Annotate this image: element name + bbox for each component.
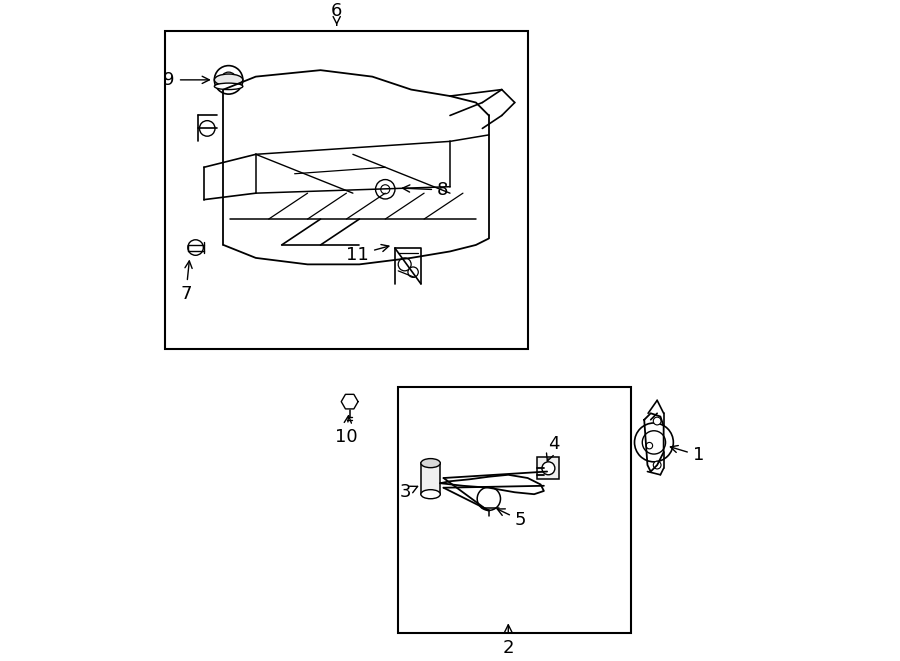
Text: 5: 5 <box>498 509 526 529</box>
Ellipse shape <box>421 459 440 468</box>
Circle shape <box>220 72 237 88</box>
Text: 7: 7 <box>180 261 192 303</box>
Circle shape <box>646 442 652 449</box>
Text: 6: 6 <box>331 2 342 25</box>
Ellipse shape <box>214 74 243 86</box>
Circle shape <box>214 65 243 94</box>
Text: 1: 1 <box>670 446 704 465</box>
Text: 3: 3 <box>400 483 418 501</box>
Text: 9: 9 <box>164 71 210 89</box>
Bar <box>165 31 527 348</box>
Circle shape <box>398 258 411 271</box>
Circle shape <box>408 267 418 278</box>
Circle shape <box>643 431 666 454</box>
Ellipse shape <box>421 490 440 499</box>
Circle shape <box>200 121 215 136</box>
Text: 11: 11 <box>346 245 389 264</box>
Text: 10: 10 <box>335 416 357 446</box>
Circle shape <box>375 180 395 199</box>
Circle shape <box>188 240 203 255</box>
Bar <box>398 387 631 633</box>
Text: 8: 8 <box>402 181 448 199</box>
Circle shape <box>653 461 662 469</box>
Bar <box>537 457 560 479</box>
Circle shape <box>542 462 555 475</box>
Circle shape <box>381 184 390 194</box>
Circle shape <box>477 487 500 510</box>
Circle shape <box>653 417 662 425</box>
Ellipse shape <box>214 83 243 90</box>
Text: 2: 2 <box>502 625 514 656</box>
Circle shape <box>634 423 673 462</box>
Text: 4: 4 <box>546 436 559 461</box>
Bar <box>421 463 440 494</box>
